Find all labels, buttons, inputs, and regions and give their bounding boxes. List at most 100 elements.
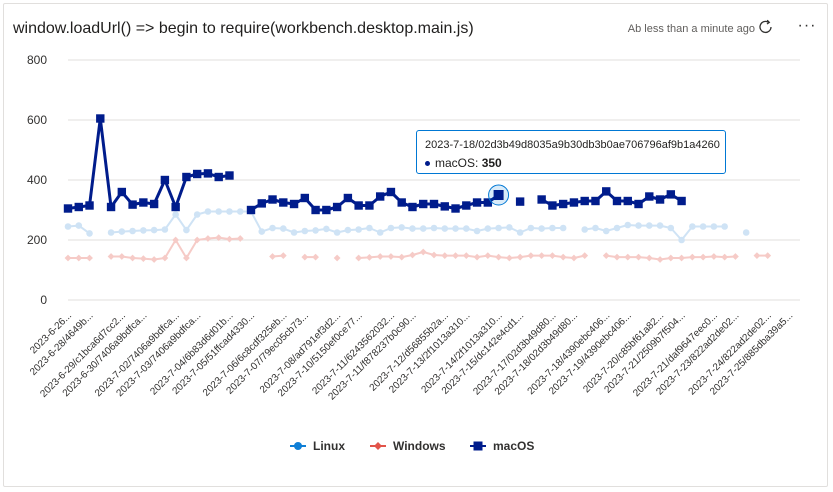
data-point (645, 222, 653, 229)
data-point (192, 169, 202, 179)
data-point (667, 224, 675, 232)
legend-item-linux: Linux (290, 439, 345, 453)
tooltip-row: macOS: 350 (425, 156, 502, 170)
data-point (355, 226, 362, 233)
data-point (332, 202, 342, 212)
data-point (721, 223, 728, 230)
data-point (214, 172, 223, 182)
legend: Linux Windows macOS (290, 439, 534, 453)
data-point (333, 254, 341, 262)
legend-marker (374, 442, 382, 450)
data-point (183, 254, 190, 262)
data-point (86, 230, 93, 237)
refresh-icon[interactable] (757, 18, 775, 36)
data-point (387, 224, 395, 232)
data-point (183, 226, 190, 234)
data-point (279, 225, 287, 232)
data-point (376, 253, 384, 260)
data-point (538, 252, 546, 259)
data-point (215, 208, 223, 215)
chart-card (3, 3, 828, 487)
y-axis-ticks: 0 200 400 600 800 (27, 53, 47, 307)
data-point (149, 199, 159, 209)
data-point (612, 196, 622, 206)
data-point (150, 226, 158, 234)
data-point (419, 225, 427, 232)
chart-title: window.loadUrl() => begin to require(wor… (13, 20, 474, 37)
data-point (721, 253, 729, 261)
data-point (710, 253, 718, 260)
data-point (472, 198, 482, 207)
tooltip-series-name: macOS (435, 156, 476, 170)
data-point (623, 196, 632, 206)
data-point (537, 195, 546, 204)
grid-lines (68, 59, 800, 301)
data-point (161, 226, 169, 233)
data-point (172, 211, 179, 218)
data-point (129, 227, 136, 235)
data-point (226, 235, 233, 243)
data-point (376, 229, 384, 236)
data-point (613, 224, 621, 232)
data-point (580, 196, 589, 206)
data-point (139, 198, 148, 207)
data-point (441, 252, 449, 259)
data-point (365, 201, 374, 210)
data-point (312, 227, 319, 234)
data-point (549, 252, 556, 259)
data-point (678, 254, 685, 262)
data-point (677, 196, 686, 206)
data-point (419, 199, 428, 209)
data-point (63, 204, 73, 213)
data-point (269, 253, 276, 260)
data-point (430, 251, 438, 259)
data-point (452, 225, 459, 232)
data-point (451, 204, 460, 213)
data-point (689, 223, 696, 230)
data-point (506, 224, 513, 231)
data-point (699, 223, 707, 230)
data-point (96, 114, 105, 123)
data-point (366, 224, 373, 232)
data-point (106, 202, 116, 212)
y-tick-label: 0 (40, 293, 47, 307)
data-point (118, 253, 126, 260)
data-point (279, 252, 287, 259)
y-tick-label: 400 (27, 173, 47, 187)
data-point (430, 224, 438, 232)
refresh-icon-glyph (759, 19, 772, 33)
series-linux (64, 208, 750, 244)
data-point (64, 223, 72, 230)
y-tick-label: 200 (27, 233, 47, 247)
data-point (128, 200, 137, 209)
data-point (311, 205, 320, 215)
data-point (624, 221, 632, 229)
data-point (635, 222, 642, 229)
data-point (74, 202, 83, 212)
data-point (515, 197, 525, 206)
data-point (140, 227, 147, 234)
data-point (710, 223, 718, 230)
data-point (257, 199, 266, 208)
data-point (484, 225, 492, 232)
series-line (358, 251, 585, 259)
data-point (85, 201, 94, 210)
data-point (107, 229, 115, 236)
data-point (301, 227, 309, 235)
data-point (408, 202, 417, 212)
data-point (182, 172, 191, 182)
data-point (366, 254, 373, 261)
data-point (86, 254, 93, 262)
series-line (250, 190, 500, 212)
data-point (516, 229, 524, 236)
series-windows (64, 234, 772, 263)
data-point (495, 253, 502, 261)
data-point (495, 224, 502, 232)
data-point (193, 236, 201, 244)
data-point (172, 236, 180, 244)
more-options-icon[interactable]: ··· (797, 17, 817, 34)
data-point (107, 253, 115, 260)
last-updated-text: Ab less than a minute ago (627, 23, 755, 35)
data-point (688, 253, 696, 261)
data-point (645, 254, 653, 262)
